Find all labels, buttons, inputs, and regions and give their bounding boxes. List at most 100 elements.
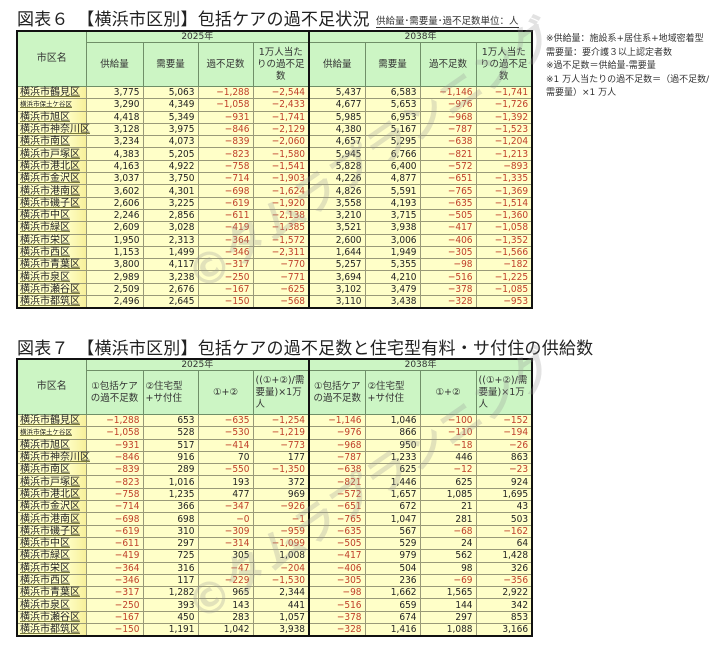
cell-d38: 4,210 xyxy=(364,270,421,284)
cell-p25: −568 xyxy=(252,295,311,309)
cell-c25: −47 xyxy=(197,561,254,575)
cell-a25: −619 xyxy=(85,524,144,538)
figure6-notes: ※供給量：施設系+居住系+地域密着型 需要量：要介護３以上認定者数 ※過不足数＝… xyxy=(546,33,716,101)
district-name: 横浜市鶴見区 xyxy=(16,85,87,100)
cell-d25: 2,856 xyxy=(142,208,199,223)
cell-p38: −1,726 xyxy=(475,98,533,112)
cell-c38: 446 xyxy=(419,450,477,465)
cell-g25: −823 xyxy=(197,147,254,161)
cell-p25: −2,311 xyxy=(252,245,311,260)
cell-s38: 3,558 xyxy=(308,196,366,210)
cell-g25: −619 xyxy=(197,196,254,210)
cell-g25: −714 xyxy=(197,172,254,186)
table-row: 横浜市保土ケ谷区 −1,058 528 −530 −1,219 −976 866 −110 −1… xyxy=(16,426,533,440)
district-name: 横浜市港北区 xyxy=(16,159,87,174)
cell-e25: −1,530 xyxy=(252,573,311,588)
table-row: 横浜市港北区 −758 1,235 477 969 −572 1,657 1,085 1,695 xyxy=(16,487,533,502)
cell-p38: −1,741 xyxy=(475,85,533,100)
district-name: 横浜市南区 xyxy=(16,463,87,477)
cell-s38: 5,985 xyxy=(308,110,366,124)
cell-c38: 625 xyxy=(419,475,477,489)
cell-g25: −150 xyxy=(197,295,254,309)
district-name: 横浜市緑区 xyxy=(16,221,87,235)
cell-b38: 625 xyxy=(364,463,421,477)
cell-b38: 567 xyxy=(364,524,421,538)
cell-b25: 916 xyxy=(142,450,199,465)
cell-e25: 177 xyxy=(252,450,311,465)
note-shortfall: ※過不足数＝供給量-需要量 xyxy=(546,61,656,71)
cell-b38: 674 xyxy=(364,610,421,625)
column-header-demand-2025: 需要量 xyxy=(142,42,199,87)
district-name: 横浜市港南区 xyxy=(16,184,87,198)
column-header-per10k-2025: 1万人当たりの過不足数 xyxy=(252,42,311,87)
cell-g38: −787 xyxy=(419,122,477,137)
cell-e38: 342 xyxy=(475,598,533,612)
district-name: 横浜市戸塚区 xyxy=(16,475,87,489)
cell-b25: 1,191 xyxy=(142,623,199,637)
cell-p25: −2,544 xyxy=(252,85,311,100)
table-row: 横浜市鶴見区 3,775 5,063 −1,288 −2,544 5,437 6,583 −1… xyxy=(16,85,533,100)
cell-p25: −2,129 xyxy=(252,122,311,137)
cell-c38: 1,085 xyxy=(419,487,477,502)
cell-e25: −773 xyxy=(252,438,311,452)
column-header-per10k-2038: 1万人当たりの過不足数 xyxy=(475,42,533,87)
district-name: 横浜市旭区 xyxy=(16,110,87,124)
cell-b38: 1,046 xyxy=(364,413,421,428)
cell-a38: −98 xyxy=(308,586,366,600)
district-name: 横浜市瀬谷区 xyxy=(16,282,87,297)
cell-p25: −771 xyxy=(252,270,311,284)
figure6-unit-note: 供給量･需要量･過不足数単位：人 xyxy=(376,16,519,28)
year-header-2025: 2025年 xyxy=(85,358,311,371)
cell-a38: −765 xyxy=(308,512,366,526)
cell-a38: −406 xyxy=(308,561,366,575)
figure7-title: 図表７ 【横浜市区別】包括ケアの過不足数と住宅型有料・サ付住の供給数 xyxy=(17,339,594,359)
cell-c38: 1,088 xyxy=(419,623,477,637)
table-row: 横浜市磯子区 2,606 3,225 −619 −1,920 3,558 4,193 −635… xyxy=(16,196,533,210)
district-name: 横浜市港北区 xyxy=(16,487,87,502)
cell-d38: 5,355 xyxy=(364,258,421,272)
table-row: 横浜市南区 3,234 4,073 −839 −2,060 4,657 5,295 −638−… xyxy=(16,135,533,149)
cell-g25: −758 xyxy=(197,159,254,174)
cell-c38: −68 xyxy=(419,524,477,538)
cell-e38: −152 xyxy=(475,413,533,428)
cell-a25: −823 xyxy=(85,475,144,489)
cell-c25: −414 xyxy=(197,438,254,452)
cell-g38: −765 xyxy=(419,184,477,198)
cell-a38: −787 xyxy=(308,450,366,465)
district-name: 横浜市神奈川区 xyxy=(16,450,90,465)
cell-b25: 393 xyxy=(142,598,199,612)
cell-d25: 2,313 xyxy=(142,233,199,247)
cell-c38: 562 xyxy=(419,549,477,563)
cell-e38: 43 xyxy=(475,500,533,514)
cell-d38: 4,193 xyxy=(364,196,421,210)
cell-a25: −698 xyxy=(85,512,144,526)
cell-c38: 24 xyxy=(419,536,477,551)
cell-a38: −976 xyxy=(308,426,366,440)
cell-g38: −976 xyxy=(419,98,477,112)
cell-d25: 3,238 xyxy=(142,270,199,284)
cell-b25: 366 xyxy=(142,500,199,514)
district-name: 横浜市都筑区 xyxy=(16,623,87,637)
district-name: 横浜市中区 xyxy=(16,536,87,551)
cell-e25: −1 xyxy=(252,512,311,526)
cell-a38: −635 xyxy=(308,524,366,538)
column-header-supply-2025: 供給量 xyxy=(85,42,144,87)
cell-e25: 2,344 xyxy=(252,586,311,600)
cell-c38: −110 xyxy=(419,426,477,440)
cell-p25: −1,741 xyxy=(252,110,311,124)
table-row: 横浜市保土ケ谷区 3,290 4,349 −1,058 −2,433 4,677 5,653… xyxy=(16,98,533,112)
cell-g38: −968 xyxy=(419,110,477,124)
cell-g38: −516 xyxy=(419,270,477,284)
column-header-shortfall-2025: ①包括ケアの過不足数 xyxy=(85,370,144,415)
table-row: 横浜市青葉区 3,800 4,117 −317 −770 5,257 5,355 −98 −18… xyxy=(16,258,533,272)
cell-e38: −26 xyxy=(475,438,533,452)
cell-c25: 477 xyxy=(197,487,254,502)
column-header-shortfall-2038: ①包括ケアの過不足数 xyxy=(308,370,366,415)
cell-d25: 2,676 xyxy=(142,282,199,297)
column-header-sum-2038: ①+② xyxy=(419,370,477,415)
district-name: 横浜市西区 xyxy=(16,245,87,260)
cell-s25: 1,153 xyxy=(85,245,144,260)
cell-d38: 5,653 xyxy=(364,98,421,112)
cell-p38: −1,360 xyxy=(475,208,533,223)
table-row: 横浜市港南区 3,602 4,301 −698 −1,624 4,826 5,591 −765… xyxy=(16,184,533,198)
